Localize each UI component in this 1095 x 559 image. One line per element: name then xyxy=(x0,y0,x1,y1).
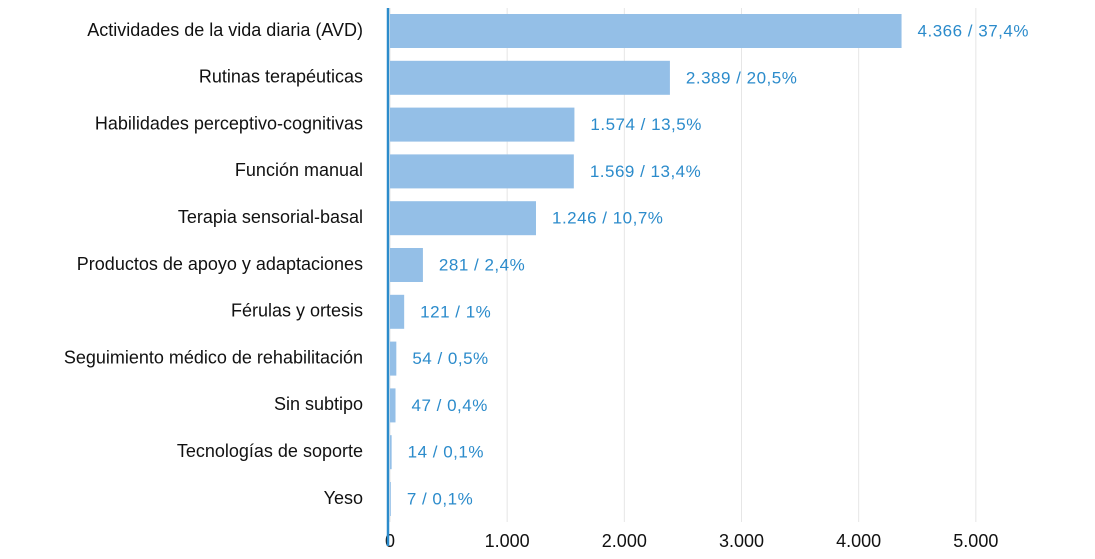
bar xyxy=(390,14,902,48)
value-label: 7 / 0,1% xyxy=(407,489,473,508)
value-label: 2.389 / 20,5% xyxy=(686,68,797,87)
bar xyxy=(390,294,405,329)
bar xyxy=(390,248,423,282)
bar xyxy=(390,388,396,423)
y-tick-label: Férulas y ortesis xyxy=(231,301,363,321)
bar xyxy=(390,60,670,95)
x-tick-label: 4.000 xyxy=(836,531,881,551)
y-tick-label: Función manual xyxy=(235,160,363,180)
x-tick-label: 2.000 xyxy=(602,531,647,551)
y-tick-label: Tecnologías de soporte xyxy=(177,441,363,461)
y-tick-label: Sin subtipo xyxy=(274,394,363,414)
bar xyxy=(390,341,397,376)
y-tick-label: Seguimiento médico de rehabilitación xyxy=(64,347,363,367)
value-label: 281 / 2,4% xyxy=(439,255,525,274)
x-tick-label: 3.000 xyxy=(719,531,764,551)
value-label: 121 / 1% xyxy=(420,302,491,321)
y-tick-label: Yeso xyxy=(324,488,363,508)
y-tick-label: Habilidades perceptivo-cognitivas xyxy=(95,113,363,133)
value-label: 1.574 / 13,5% xyxy=(590,115,701,134)
x-tick-label: 0 xyxy=(385,531,395,551)
y-tick-label: Actividades de la vida diaria (AVD) xyxy=(87,20,363,40)
y-tick-label: Rutinas terapéuticas xyxy=(199,67,363,87)
value-label: 1.246 / 10,7% xyxy=(552,209,663,228)
bar xyxy=(390,435,392,470)
x-tick-label: 5.000 xyxy=(953,531,998,551)
bar xyxy=(390,154,574,189)
value-label: 1.569 / 13,4% xyxy=(590,162,701,181)
y-tick-label: Terapia sensorial-basal xyxy=(178,207,363,227)
value-label: 14 / 0,1% xyxy=(408,443,484,462)
bar xyxy=(390,201,536,236)
value-label: 4.366 / 37,4% xyxy=(918,21,1029,40)
bar xyxy=(390,482,391,516)
value-label: 47 / 0,4% xyxy=(412,396,488,415)
y-tick-label: Productos de apoyo y adaptaciones xyxy=(77,254,363,274)
bar xyxy=(390,107,575,142)
x-tick-label: 1.000 xyxy=(485,531,530,551)
value-label: 54 / 0,5% xyxy=(412,349,488,368)
